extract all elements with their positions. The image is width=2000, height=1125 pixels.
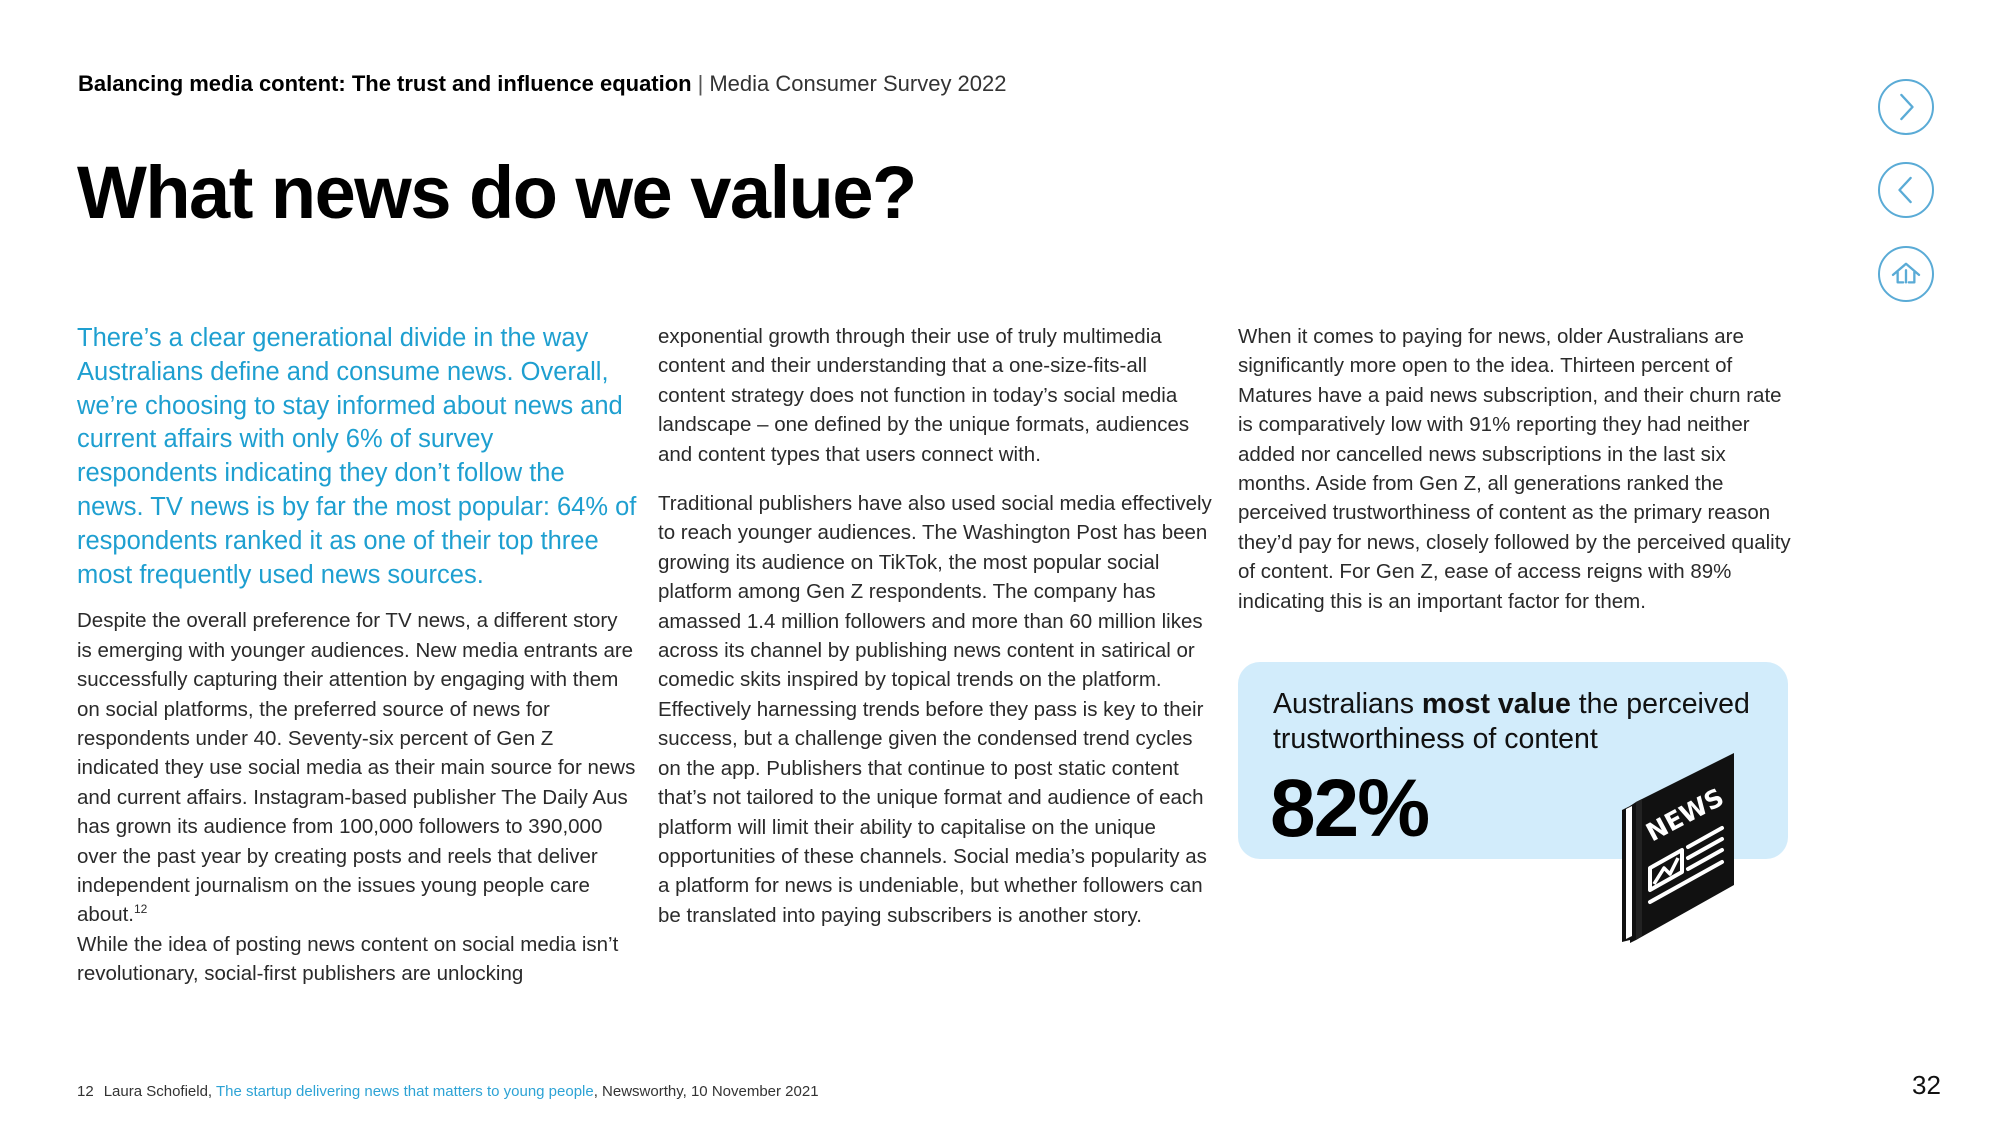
body-paragraph: When it comes to paying for news, older …: [1238, 325, 1791, 613]
callout-stat-value: 82%: [1270, 763, 1430, 854]
callout-text-part: Australians: [1273, 688, 1422, 720]
header-separator: |: [697, 71, 704, 96]
home-button[interactable]: [1878, 246, 1934, 302]
body-paragraph: Despite the overall preference for TV ne…: [77, 606, 637, 988]
previous-page-button[interactable]: [1878, 162, 1934, 218]
chevron-right-icon: [1900, 93, 1914, 121]
header-title: Balancing media content: The trust and i…: [78, 71, 692, 96]
document-header: Balancing media content: The trust and i…: [78, 71, 1007, 97]
footnote-author: Laura Schofield,: [103, 1083, 216, 1100]
page-number: 32: [1912, 1070, 1941, 1100]
text-column-1: There’s a clear generational divide in t…: [77, 322, 637, 1009]
body-paragraph: exponential growth through their use of …: [658, 325, 1190, 466]
footnote-number: 12: [77, 1083, 94, 1100]
footnote-reference[interactable]: 12: [134, 902, 148, 917]
chevron-left-icon: [1898, 176, 1912, 204]
home-icon: [1891, 262, 1921, 284]
text-column-2: exponential growth through their use of …: [658, 322, 1218, 950]
callout-emphasis: most value: [1421, 688, 1571, 720]
header-subtitle: Media Consumer Survey 2022: [709, 71, 1007, 96]
paragraph-text: Despite the overall preference for TV ne…: [77, 609, 636, 927]
newspaper-icon: NEWS: [1622, 753, 1734, 943]
body-paragraph: Traditional publishers have also used so…: [658, 492, 1212, 927]
callout-text-part: the perceived trustworthiness of content: [1273, 688, 1750, 755]
page-title: What news do we value?: [77, 151, 917, 234]
paragraph-text-continued: While the idea of posting news content o…: [77, 932, 619, 986]
stat-callout: Australians most value the perceived tru…: [1238, 662, 1788, 859]
intro-paragraph: There’s a clear generational divide in t…: [77, 324, 637, 589]
text-column-3: When it comes to paying for news, older …: [1238, 322, 1798, 636]
footnote-source: , Newsworthy, 10 November 2021: [593, 1083, 819, 1100]
callout-text: Australians most value the perceived tru…: [1273, 687, 1773, 757]
footnote-link[interactable]: The startup delivering news that matters…: [216, 1083, 594, 1100]
footnote: 12 Laura Schofield, The startup deliverin…: [77, 1083, 819, 1100]
next-page-button[interactable]: [1878, 79, 1934, 135]
